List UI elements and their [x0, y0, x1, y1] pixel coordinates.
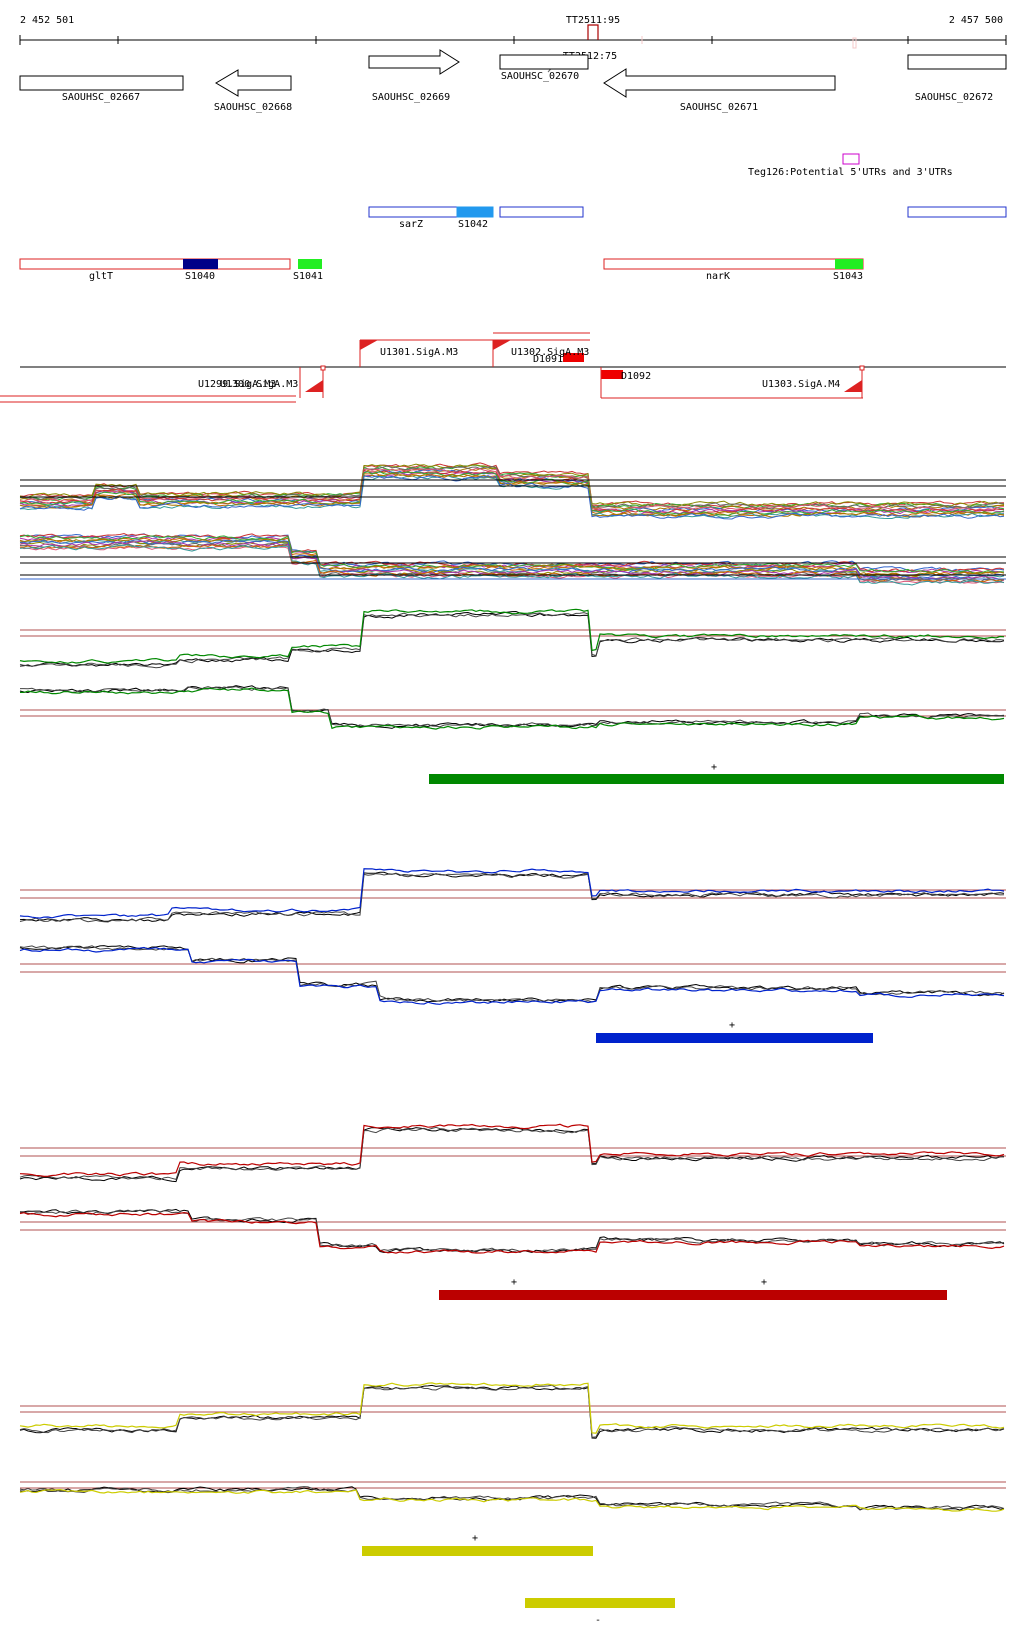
expression-profile-line: [19, 544, 1005, 586]
segment-track: + + + + + -: [362, 762, 1004, 1626]
segment-sign: +: [729, 1020, 735, 1031]
expression-profile-line: [19, 945, 1005, 1003]
segment-bar-yellow[interactable]: [362, 1546, 593, 1556]
expression-profile-line: [19, 1211, 1005, 1254]
gene-SAOUHSC_02671[interactable]: [603, 68, 836, 98]
expression-profile-line: [19, 1209, 1005, 1253]
segment-bar-yellow-minus[interactable]: [525, 1598, 675, 1608]
expression-profile-line: [19, 465, 1005, 510]
tu-label: D1092: [621, 371, 651, 382]
expression-profile-line: [19, 945, 1005, 1003]
expression-profile-line: [19, 946, 1005, 1005]
tu-label: U1300.SigA.M3: [220, 379, 298, 390]
gene-label: SAOUHSC_02669: [372, 92, 450, 103]
expression-profile-line: [19, 540, 1005, 581]
expression-profile-line: [19, 464, 1005, 510]
expression-profile-line: [20, 539, 1005, 580]
segment-bar-red[interactable]: [439, 1290, 947, 1300]
feature-S1043[interactable]: [835, 259, 863, 269]
tu-label: U1302.SigA.M3: [511, 347, 589, 358]
coordinate-ruler: 2 452 501 2 457 500: [19, 15, 1007, 45]
gene-label: SAOUHSC_02667: [62, 92, 140, 103]
terminator-TT2512-label: TT2512:75: [563, 51, 617, 62]
gene-SAOUHSC_02668[interactable]: [215, 69, 292, 97]
segment-sign: +: [472, 1533, 478, 1544]
feature-label: S1043: [833, 271, 863, 282]
segment-bar-blue[interactable]: [596, 1033, 873, 1043]
feature-label: S1041: [293, 271, 323, 282]
terminator-TT2511-label: TT2511:95: [566, 15, 620, 26]
gene-SAOUHSC_02667[interactable]: [19, 75, 184, 91]
expression-profile-line: [19, 537, 1005, 577]
expression-profile-line: [20, 544, 1005, 583]
feature-label: gltT: [89, 271, 113, 282]
tu-label: U1299.SigA.M3: [198, 379, 276, 390]
expression-profile-line: [19, 612, 1005, 669]
gene-SAOUHSC_02670[interactable]: [499, 54, 589, 70]
expression-profile-line: [19, 1123, 1005, 1178]
feature-label: sarZ: [399, 219, 423, 230]
expression-profile-line: [19, 608, 1005, 664]
feature-label: narK: [706, 271, 730, 282]
feature-S1042[interactable]: [456, 206, 494, 218]
gene-label: SAOUHSC_02671: [680, 102, 758, 113]
expression-profile-line: [19, 463, 1005, 508]
feature-label: S1040: [185, 271, 215, 282]
expression-profile-line: [19, 462, 1005, 508]
gene-label: SAOUHSC_02672: [915, 92, 993, 103]
feature-S1041[interactable]: [298, 259, 322, 269]
terminator-TT2511-mark[interactable]: [587, 24, 599, 40]
segment-sign: -: [595, 1615, 601, 1626]
expression-profile-line: [19, 471, 1005, 517]
expression-profile-line: [20, 687, 1005, 730]
expression-profile-line: [19, 537, 1005, 577]
expression-profile-line: [19, 871, 1005, 922]
expression-profile-line: [19, 532, 1005, 573]
feature-D1091[interactable]: [563, 353, 584, 362]
gene-SAOUHSC_02669[interactable]: [368, 49, 460, 75]
tu-label: D1091: [533, 354, 563, 365]
expression-profile-line: [19, 872, 1005, 923]
segment-sign: +: [711, 762, 717, 773]
expression-profile-line: [19, 610, 1005, 667]
blue-feature-track: sarZ S1042: [368, 206, 1007, 230]
expression-profile-area: [19, 462, 1006, 1512]
expression-profile-line: [19, 1382, 1005, 1434]
segment-sign: +: [511, 1277, 517, 1288]
expression-profile-line: [19, 534, 1005, 575]
utr-annotation-label: Teg126:Potential 5'UTRs and 3'UTRs: [748, 167, 953, 178]
segment-bar-green[interactable]: [429, 774, 1004, 784]
utr-annotation-track: Teg126:Potential 5'UTRs and 3'UTRs: [748, 153, 953, 178]
expression-profile-line: [19, 1384, 1005, 1438]
feature-label: S1042: [458, 219, 488, 230]
tu-label: U1301.SigA.M3: [380, 347, 458, 358]
expression-profile-line: [19, 1208, 1005, 1254]
expression-profile-line: [19, 1488, 1005, 1512]
expression-profile-line: [19, 1126, 1005, 1181]
gene-label: SAOUHSC_02668: [214, 102, 292, 113]
terminator-track: TT2511:95 TT2512:75: [547, 15, 857, 73]
gene-track: SAOUHSC_02667 SAOUHSC_02668 SAOUHSC_0266…: [19, 49, 1007, 113]
feature-D1092[interactable]: [601, 370, 623, 379]
tu-label: U1303.SigA.M4: [762, 379, 840, 390]
expression-profile-line: [19, 473, 1005, 518]
transcription-unit-track: U1301.SigA.M3 U1302.SigA.M3 D1091 U1299.…: [0, 332, 1006, 403]
ruler-start-label: 2 452 501: [20, 15, 74, 26]
feature-sarZ[interactable]: [368, 206, 458, 218]
feature-narK[interactable]: [603, 258, 864, 270]
gene-SAOUHSC_02672[interactable]: [907, 54, 1007, 70]
feature-S1040[interactable]: [183, 259, 218, 269]
feature-gltT[interactable]: [19, 258, 291, 270]
expression-profile-line: [20, 686, 1005, 728]
expression-profile-line: [19, 469, 1005, 513]
gene-label: SAOUHSC_02670: [501, 71, 579, 82]
ruler-end-label: 2 457 500: [949, 15, 1003, 26]
red-feature-track: gltT S1040 S1041 narK S1043: [19, 258, 864, 282]
segment-sign: +: [761, 1277, 767, 1288]
expression-profile-line: [19, 475, 1005, 520]
expression-profile-line: [19, 868, 1005, 919]
utr-feature-Teg126[interactable]: [842, 153, 860, 165]
